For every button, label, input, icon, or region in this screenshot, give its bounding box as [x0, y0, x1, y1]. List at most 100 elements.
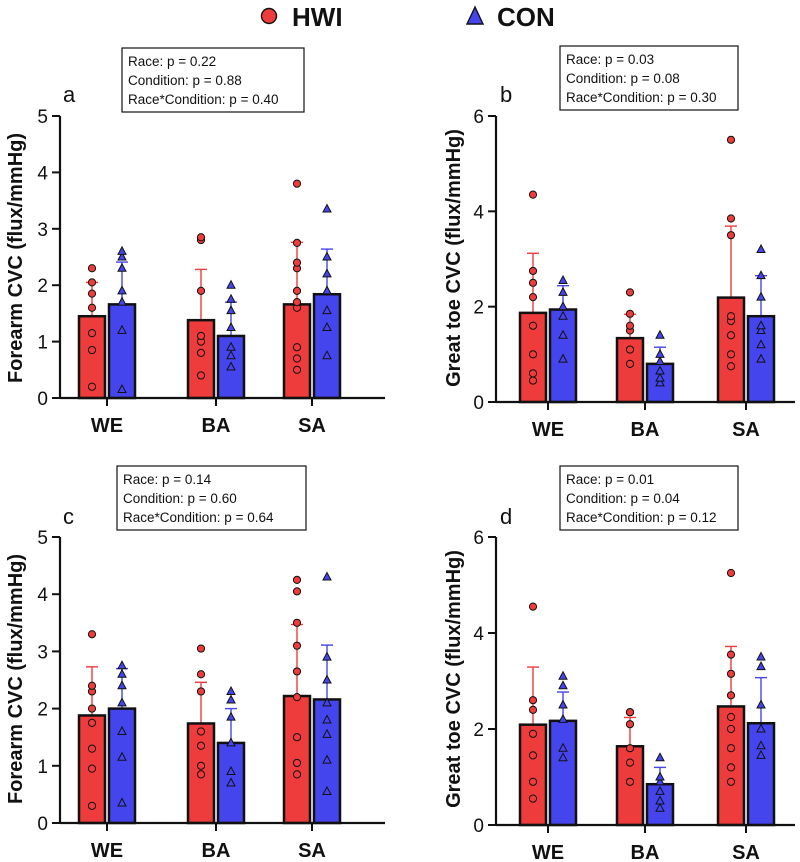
point-hwi-ba: [625, 720, 635, 729]
point-con-sa: [756, 320, 766, 330]
point-con-sa: [756, 243, 766, 253]
y-tick-label: 4: [473, 202, 484, 223]
point-con-ba: [226, 737, 236, 747]
y-tick-label: 6: [473, 107, 484, 128]
point-con-we: [117, 660, 127, 670]
point-hwi-we: [528, 729, 538, 738]
point-hwi-we: [87, 264, 97, 273]
point-con-we: [117, 324, 127, 334]
point-con-ba: [226, 305, 236, 315]
point-hwi-we: [528, 278, 538, 287]
point-con-sa: [756, 291, 766, 301]
point-hwi-ba: [196, 670, 206, 679]
point-con-sa: [756, 749, 766, 759]
point-hwi-ba: [196, 348, 206, 357]
point-con-ba: [226, 279, 236, 289]
point-hwi-we: [87, 278, 97, 287]
point-hwi-we: [528, 266, 538, 276]
point-con-sa: [756, 339, 766, 349]
point-con-sa: [322, 285, 332, 295]
point-hwi-we: [87, 801, 97, 810]
point-hwi-sa: [726, 691, 736, 700]
point-hwi-ba: [625, 288, 635, 297]
point-con-we: [558, 301, 568, 311]
point-hwi-we: [87, 303, 97, 312]
point-hwi-ba: [625, 777, 635, 786]
point-con-ba: [226, 765, 236, 776]
point-hwi-sa: [726, 568, 736, 578]
y-tick-label: 0: [473, 393, 484, 414]
point-con-we: [558, 680, 568, 690]
point-hwi-sa: [292, 286, 302, 295]
point-con-we: [558, 699, 568, 709]
panel-label-d: d: [500, 504, 512, 529]
point-hwi-sa: [292, 258, 302, 267]
point-hwi-sa: [726, 231, 736, 240]
point-con-we: [117, 668, 127, 678]
point-hwi-we: [87, 681, 97, 690]
panel-b: Race: p = 0.03 Condition: p = 0.08 Race*…: [443, 45, 795, 441]
bar-hwi-we: [518, 723, 548, 827]
point-con-we: [558, 329, 568, 339]
point-hwi-sa: [292, 733, 302, 742]
stats-race-b: Race: p = 0.03: [566, 52, 654, 67]
point-hwi-sa: [726, 744, 736, 753]
y-axis-label-b: Great toe CVC (flux/mmHg): [443, 129, 465, 387]
plot-area-a: 0 1 2 3 4 5 WE BA SA: [37, 107, 385, 437]
point-con-sa: [322, 571, 332, 581]
point-con-sa: [322, 268, 332, 278]
point-con-sa: [322, 785, 332, 796]
y-tick-label: 6: [473, 528, 484, 549]
point-hwi-we: [528, 705, 538, 714]
stats-interaction-c: Race*Condition: p = 0.64: [123, 510, 274, 525]
legend-hwi-label: HWI: [292, 2, 343, 32]
point-con-ba: [226, 711, 236, 721]
point-con-we: [117, 262, 127, 272]
stats-race-d: Race: p = 0.01: [566, 472, 654, 487]
point-con-we: [117, 697, 127, 707]
point-hwi-sa: [726, 135, 736, 144]
point-hwi-sa: [292, 179, 302, 188]
legend-con-label: CON: [497, 2, 555, 32]
point-con-ba: [226, 685, 236, 695]
bar-hwi-ba: [186, 318, 216, 400]
point-con-ba: [226, 293, 236, 303]
point-hwi-sa: [726, 331, 736, 340]
panel-label-c: c: [63, 504, 74, 529]
point-hwi-ba: [196, 286, 206, 295]
point-hwi-ba: [625, 345, 635, 354]
bar-con-we: [107, 303, 137, 400]
point-con-we: [117, 797, 127, 807]
point-hwi-we: [528, 696, 538, 705]
point-con-sa: [322, 251, 332, 261]
point-hwi-ba: [625, 321, 635, 330]
y-tick-label: 0: [473, 816, 484, 837]
point-hwi-sa: [292, 343, 302, 352]
point-hwi-sa: [292, 587, 302, 596]
point-con-ba: [226, 341, 236, 351]
point-hwi-we: [528, 376, 538, 385]
stats-box-a: Race: p = 0.22 Condition: p = 0.88 Race*…: [121, 47, 305, 113]
point-hwi-ba: [196, 233, 206, 242]
point-con-ba: [655, 377, 665, 387]
point-con-ba: [226, 350, 236, 360]
point-hwi-ba: [196, 687, 206, 696]
point-hwi-we: [87, 289, 97, 298]
point-hwi-we: [87, 718, 97, 728]
legend-con-marker: [465, 5, 485, 25]
point-hwi-sa: [292, 298, 302, 307]
point-hwi-we: [528, 602, 538, 611]
y-tick-label: 1: [37, 333, 48, 354]
stats-race-a: Race: p = 0.22: [128, 54, 216, 69]
x-tick-label-we: WE: [532, 842, 564, 862]
point-hwi-we: [87, 744, 97, 753]
point-hwi-sa: [726, 763, 736, 772]
point-con-sa: [756, 723, 766, 733]
point-con-we: [558, 713, 568, 723]
point-hwi-we: [528, 321, 538, 330]
panel-label-b: b: [500, 82, 512, 107]
point-hwi-sa: [292, 618, 302, 627]
point-con-sa: [322, 350, 332, 360]
stats-interaction-a: Race*Condition: p = 0.40: [128, 92, 278, 107]
